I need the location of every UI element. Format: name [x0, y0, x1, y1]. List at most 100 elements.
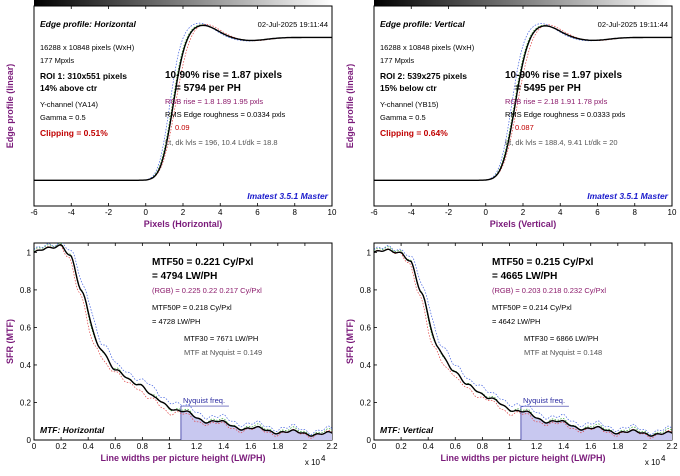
x-tick-label: 0 — [32, 442, 37, 451]
x-tick-label: 1 — [507, 442, 512, 451]
x-tick-label: 0.4 — [83, 442, 95, 451]
overshoot: 0.09 — [175, 123, 190, 132]
mtf30: MTF30 = 6866 LW/PH — [524, 334, 598, 343]
x-tick-label: 0 — [372, 442, 377, 451]
x-tick-label: 1.2 — [191, 442, 203, 451]
x-tick-label: 2 — [303, 442, 308, 451]
x-tick-label: -4 — [68, 208, 76, 217]
light-dark-levels: Lt, dk lvls = 188.4, 9.41 Lt/dk = 20 — [505, 138, 618, 147]
x-axis-label: Pixels (Horizontal) — [144, 219, 223, 229]
x-tick-label: 1.4 — [558, 442, 570, 451]
x-axis-label: Pixels (Vertical) — [490, 219, 557, 229]
y-tick-label: 0.4 — [20, 361, 32, 370]
blue-channel-curve — [374, 23, 672, 181]
red-channel-curve — [374, 24, 672, 181]
x-tick-label: 1.2 — [531, 442, 543, 451]
x-tick-label: 0 — [484, 208, 489, 217]
y-axis-label: SFR (MTF) — [5, 319, 15, 364]
plot-frame — [33, 242, 333, 441]
clipping: Clipping = 0.51% — [40, 128, 108, 138]
x-tick-label: -4 — [408, 208, 416, 217]
x-tick-label: 1.8 — [612, 442, 624, 451]
x-tick-label: 8 — [633, 208, 638, 217]
megapixels: 177 Mpxls — [40, 56, 74, 65]
x-tick-label: 10 — [668, 208, 677, 217]
x-tick-label: 0.8 — [137, 442, 149, 451]
chart-title: MTF: Horizontal — [40, 425, 105, 435]
mtf50-rgb: (RGB) = 0.203 0.218 0.232 Cy/Pxl — [492, 286, 606, 295]
y-tick-label: 0.2 — [20, 398, 32, 407]
luminance-edge-curve — [374, 25, 672, 181]
x-tick-label: 4 — [218, 208, 223, 217]
y-tick-label: 0.4 — [360, 361, 372, 370]
x-tick-label: 10 — [328, 208, 337, 217]
x-tick-label: 0.2 — [396, 442, 408, 451]
x-tick-label: 1.6 — [245, 442, 257, 451]
x-tick-label: 6 — [255, 208, 260, 217]
y-axis-label: Edge profile (linear) — [345, 64, 355, 149]
y-tick-label: 0.8 — [20, 286, 32, 295]
y-tick-label: 1 — [27, 248, 32, 257]
luminance-edge-curve — [34, 24, 332, 181]
mtf50p: MTF50P = 0.214 Cy/Pxl — [492, 303, 572, 312]
blue-channel-mtf — [374, 245, 672, 435]
mtf50: MTF50 = 0.215 Cy/Pxl — [492, 257, 594, 268]
gamma: Gamma = 0.5 — [380, 113, 426, 122]
plot-frame — [33, 5, 333, 207]
blue-channel-mtf — [34, 243, 332, 435]
mtf-h-chart: 0 0.2 0.4 0.6 0.8 1 1.2 1.4 1.6 1.8 2 2.2 0 0.2 0.4 0.6… — [5, 242, 338, 467]
luminance-mtf-curve — [34, 244, 332, 437]
x-tick-label: 0.4 — [423, 442, 435, 451]
mtf50: MTF50 = 0.221 Cy/Pxl — [152, 257, 254, 268]
image-size: 16288 x 10848 pixels (WxH) — [380, 43, 475, 52]
x-tick-label: 0.8 — [477, 442, 489, 451]
y-tick-label: 0 — [27, 436, 32, 445]
report-date: 02-Jul-2025 19:11:44 — [258, 20, 328, 29]
x-tick-label: 1.8 — [272, 442, 284, 451]
channel: Y-channel (YA14) — [40, 100, 98, 109]
imatest-version: Imatest 3.5.1 Master — [587, 191, 668, 201]
green-channel-curve — [34, 24, 332, 181]
x-tick-label: 0.6 — [450, 442, 462, 451]
rgb-rise: RGB rise = 2.18 1.91 1.78 pxls — [505, 97, 608, 106]
gamma: Gamma = 0.5 — [40, 113, 86, 122]
edge-v-chart: -6 -4 -2 0 2 4 6 8 10 Pixels (Vertical) Edge profi… — [345, 0, 677, 229]
imatest-version: Imatest 3.5.1 Master — [247, 191, 328, 201]
y-tick-label: 0.6 — [360, 323, 372, 332]
mtf50p-lwph: = 4728 LW/PH — [152, 317, 200, 326]
rgb-rise: RGB rise = 1.8 1.89 1.95 pxls — [165, 97, 263, 106]
curve-group — [374, 23, 672, 181]
mtf50-rgb: (RGB) = 0.225 0.22 0.217 Cy/Pxl — [152, 286, 262, 295]
y-tick-label: 0.8 — [360, 286, 372, 295]
mtf50-lwph: = 4665 LW/PH — [492, 271, 557, 282]
mtf50-lwph: = 4794 LW/PH — [152, 271, 217, 282]
mtf50p-lwph: = 4642 LW/PH — [492, 317, 540, 326]
x-tick-label: 2 — [521, 208, 526, 217]
x-tick-label: 4 — [558, 208, 563, 217]
mtf50p: MTF50P = 0.218 Cy/Pxl — [152, 303, 232, 312]
luminance-mtf-curve — [374, 248, 672, 437]
plot-frame — [373, 242, 673, 441]
x-tick-label: 1.4 — [218, 442, 230, 451]
edge-h-chart: -6 -4 -2 0 2 4 6 8 10 Pixels (Horizontal) Edge pro… — [5, 0, 337, 229]
x-tick-label: 1.6 — [585, 442, 597, 451]
mtf30: MTF30 = 7671 LW/PH — [184, 334, 258, 343]
x-tick-label: -2 — [105, 208, 113, 217]
mtf-at-nyquist: MTF at Nyquist = 0.149 — [184, 348, 262, 357]
image-size: 16288 x 10848 pixels (WxH) — [40, 43, 135, 52]
rise-10-90: 10-90% rise = 1.87 pixels — [165, 70, 282, 81]
x-tick-label: -6 — [30, 208, 38, 217]
edge-roughness: RMS Edge roughness = 0.0333 pxls — [505, 110, 626, 119]
y-axis-label: Edge profile (linear) — [5, 64, 15, 149]
edge-gradient-strip — [34, 0, 332, 6]
edge-gradient-strip — [374, 0, 672, 6]
channel: Y-channel (YB15) — [380, 100, 439, 109]
overshoot: 0.087 — [515, 123, 534, 132]
rise-per-ph: = 5794 per PH — [175, 83, 241, 94]
mtf-at-nyquist: MTF at Nyquist = 0.148 — [524, 348, 602, 357]
nyquist-shaded-area — [520, 411, 672, 440]
x-tick-label: 2 — [643, 442, 648, 451]
x-tick-label: 8 — [293, 208, 298, 217]
x-axis-label: Line widths per picture height (LW/PH) — [100, 453, 265, 463]
y-tick-label: 1 — [367, 248, 372, 257]
